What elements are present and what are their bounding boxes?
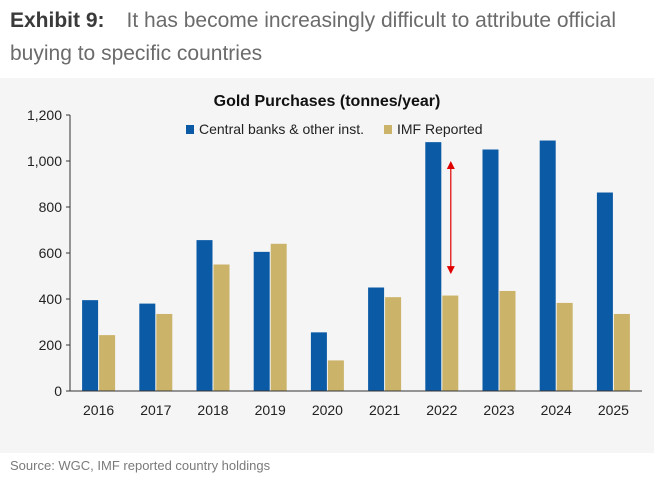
y-tick-label: 200 [39,337,63,353]
x-tick-label-2016: 2016 [83,402,114,418]
bar-imf-2018 [213,264,230,391]
bar-central-banks-2024 [539,140,556,391]
legend: Central banks & other inst. IMF Reported [186,121,483,137]
x-tick-label-2017: 2017 [140,402,171,418]
source-note: Source: WGC, IMF reported country holdin… [10,458,271,473]
gold-purchases-chart: Gold Purchases (tonnes/year) Central ban… [27,93,642,418]
bar-imf-2024 [556,302,573,391]
y-tick-label: 1,200 [27,107,62,123]
bar-central-banks-2023 [482,149,499,391]
bar-imf-2020 [327,360,344,391]
bar-imf-2025 [613,313,630,391]
bar-central-banks-2019 [253,251,270,391]
bar-central-banks-2021 [368,287,385,391]
x-axis: 2016 2017 2018 2019 2020 2021 2022 2023 2024 2025 [70,390,642,418]
legend-label-imf: IMF Reported [397,121,483,137]
legend-label-central-banks: Central banks & other inst. [199,121,364,137]
y-tick-label: 1,000 [27,153,62,169]
x-tick-label-2021: 2021 [369,402,400,418]
x-tick-label-2018: 2018 [197,402,228,418]
bar-imf-2023 [499,290,516,391]
x-tick-label-2023: 2023 [483,402,514,418]
exhibit-label: Exhibit 9: [10,9,105,32]
x-tick-label-2019: 2019 [255,402,286,418]
bar-imf-2016 [99,335,116,391]
legend-swatch-imf [384,125,392,134]
bar-imf-2022 [442,295,459,391]
bars [82,140,630,391]
y-tick-label: 800 [39,199,63,215]
y-tick-label: 400 [39,291,63,307]
bar-central-banks-2020 [310,332,327,391]
legend-swatch-central-banks [186,125,194,134]
bar-imf-2017 [156,313,173,391]
bar-central-banks-2022 [425,142,442,391]
bar-central-banks-2016 [82,300,99,391]
x-tick-label-2024: 2024 [541,402,572,418]
y-tick-label: 0 [54,383,62,399]
exhibit-heading: Exhibit 9: It has become increasingly dif… [10,4,650,70]
annotation-arrow-head-bottom [446,266,455,275]
x-tick-label-2022: 2022 [426,402,457,418]
annotation-arrow-head-top [446,161,455,169]
bar-central-banks-2017 [139,303,156,391]
x-tick-label-2020: 2020 [312,402,343,418]
y-axis: 0 200 400 600 800 1,000 1,200 [27,107,71,399]
x-tick-label-2025: 2025 [598,402,629,418]
bar-imf-2021 [385,297,402,391]
bar-imf-2019 [270,243,287,391]
annotation-arrow-2022 [446,161,455,275]
bar-central-banks-2018 [196,240,213,391]
y-tick-label: 600 [39,245,63,261]
chart-title: Gold Purchases (tonnes/year) [214,93,441,110]
chart-panel: Gold Purchases (tonnes/year) Central ban… [0,78,654,453]
exhibit-title: It has become increasingly difficult to … [10,9,616,65]
bar-central-banks-2025 [596,192,613,391]
